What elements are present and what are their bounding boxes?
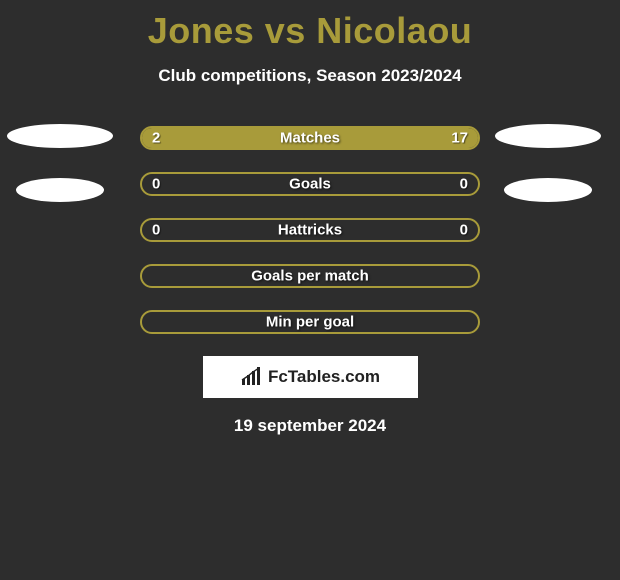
date-text: 19 september 2024 (0, 416, 620, 436)
stat-label: Min per goal (266, 314, 354, 331)
stat-value-right: 17 (451, 130, 468, 147)
page-title: Jones vs Nicolaou (0, 0, 620, 52)
barchart-icon (240, 365, 264, 389)
team-ellipse-right-3 (504, 178, 592, 202)
stat-bar-goals: 0 0 Goals (140, 172, 480, 196)
stat-label: Goals per match (251, 268, 369, 285)
stat-fill-right (202, 128, 478, 148)
stat-value-left: 2 (152, 130, 160, 147)
team-ellipse-left-1 (16, 178, 104, 202)
stat-bar-hattricks: 0 0 Hattricks (140, 218, 480, 242)
logo-text: FcTables.com (268, 367, 380, 387)
team-ellipse-right-2 (495, 124, 601, 148)
stat-label: Hattricks (278, 222, 342, 239)
stat-value-left: 0 (152, 176, 160, 193)
stat-value-right: 0 (460, 222, 468, 239)
stat-value-left: 0 (152, 222, 160, 239)
stat-label: Goals (289, 176, 331, 193)
stat-label: Matches (280, 130, 340, 147)
subtitle: Club competitions, Season 2023/2024 (0, 66, 620, 86)
team-ellipse-left-0 (7, 124, 113, 148)
logo-box: FcTables.com (203, 356, 418, 398)
stat-value-right: 0 (460, 176, 468, 193)
stat-bar-goals-per-match: Goals per match (140, 264, 480, 288)
stat-bar-matches: 2 17 Matches (140, 126, 480, 150)
stat-bar-min-per-goal: Min per goal (140, 310, 480, 334)
stats-container: 2 17 Matches 0 0 Goals 0 0 Hattricks Goals per ma… (0, 126, 620, 334)
